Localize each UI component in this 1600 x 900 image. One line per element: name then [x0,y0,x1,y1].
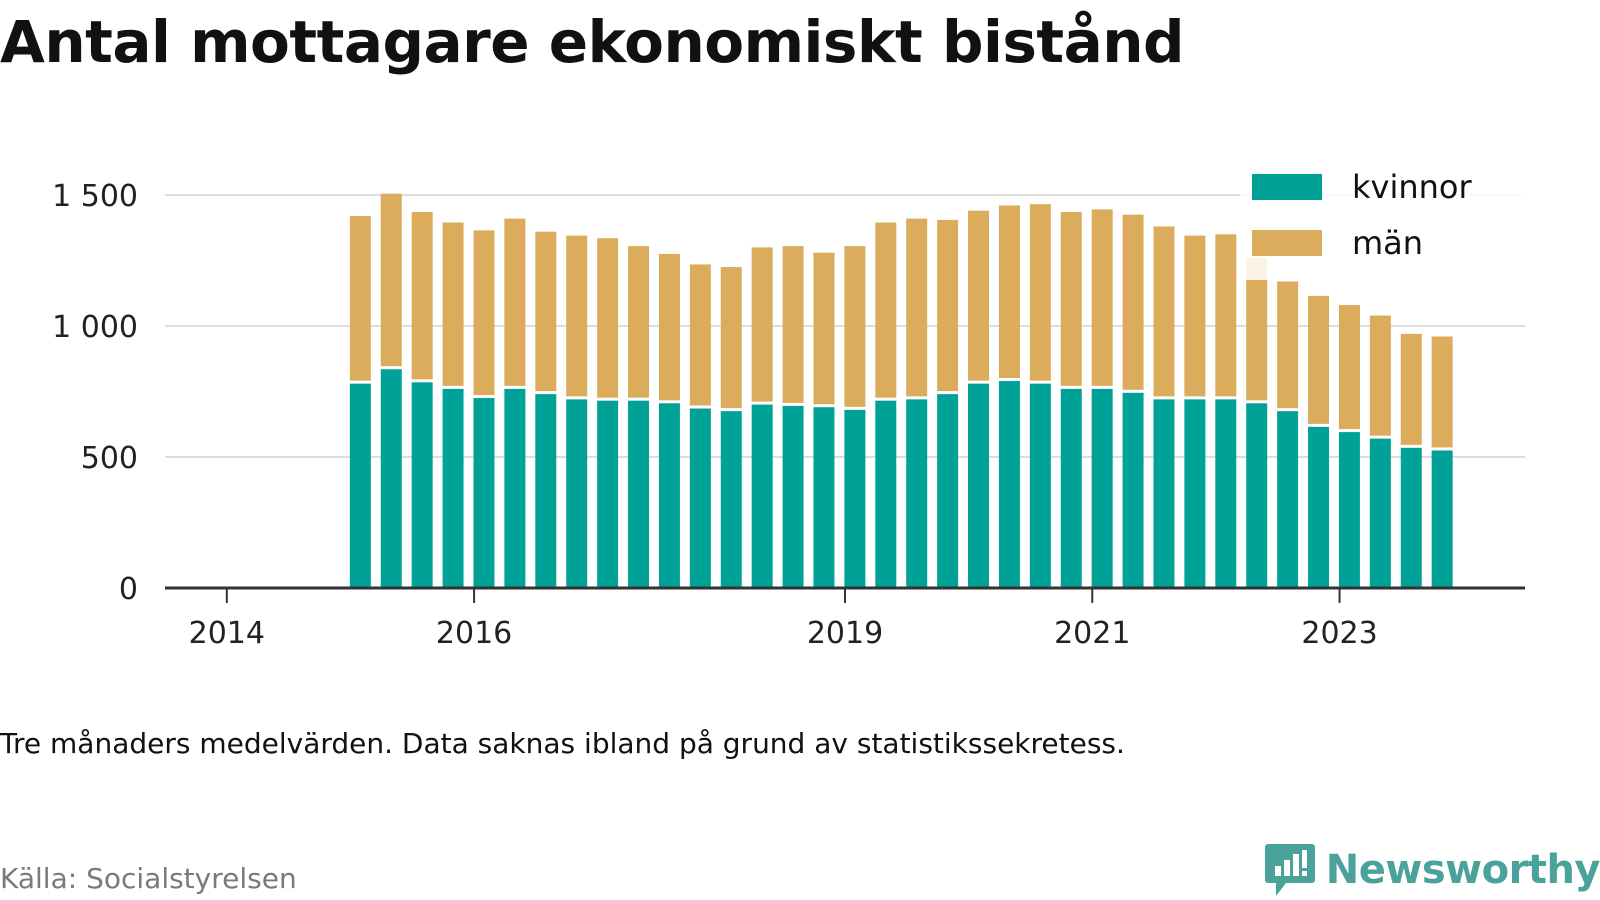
bar-kvinnor [875,400,897,588]
bar-man [1431,336,1453,448]
bar-kvinnor [1122,392,1144,588]
newsworthy-logo-icon [1264,844,1315,896]
chart-note: Tre månaders medelvärden. Data saknas ib… [0,727,1125,760]
bar-man [1184,235,1206,397]
x-tick-label: 2019 [807,616,883,651]
bar-kvinnor [813,407,835,588]
bar-kvinnor [1400,447,1422,588]
bar-man [411,212,433,380]
x-tick-label: 2021 [1054,616,1130,651]
bar-kvinnor [1246,403,1268,588]
bar-man [844,246,866,407]
bar-man [535,231,557,392]
brand-logo: Newsworthy [1264,842,1600,898]
bar-kvinnor [998,381,1020,588]
bar-man [658,253,680,401]
bar-kvinnor [473,398,495,588]
y-tick-label: 0 [119,572,138,607]
legend: kvinnor män [1240,162,1540,280]
bar-man [1246,257,1268,401]
bar-man [998,205,1020,379]
bar-kvinnor [628,400,650,588]
bar-kvinnor [1277,411,1299,588]
bar-kvinnor [597,400,619,588]
bar-man [1060,212,1082,386]
bar-kvinnor [1369,438,1391,588]
bar-kvinnor [844,409,866,588]
bar-man [380,193,402,367]
bar-kvinnor [1029,383,1051,588]
bar-kvinnor [782,405,804,588]
legend-swatch [1252,174,1322,200]
legend-label: män [1352,224,1423,262]
bar-man [1400,333,1422,445]
bar-man [782,246,804,403]
bar-man [689,264,711,406]
legend-swatch [1252,230,1322,256]
bar-man [597,238,619,398]
bar-kvinnor [380,369,402,588]
bar-kvinnor [937,394,959,588]
bar-kvinnor [1308,426,1330,588]
bar-man [1122,214,1144,390]
brand-name: Newsworthy [1325,847,1600,893]
bar-kvinnor [566,399,588,588]
bar-man [1308,295,1330,424]
chart-title: Antal mottagare ekonomiskt bistånd [0,8,1185,76]
bar-kvinnor [349,383,371,588]
bar-man [566,235,588,397]
bar-kvinnor [1153,399,1175,588]
y-tick-label: 1 000 [52,310,138,345]
y-tick-label: 1 500 [52,179,138,214]
bar-man [1338,305,1360,430]
bar-man [751,247,773,402]
bar-man [349,215,371,381]
x-tick-label: 2014 [189,616,265,651]
bar-kvinnor [906,399,928,588]
y-tick-label: 500 [81,441,138,476]
bar-man [442,222,464,386]
bar-man [1369,315,1391,436]
bar-man [813,252,835,405]
bar-kvinnor [1091,388,1113,588]
bar-kvinnor [1184,399,1206,588]
bar-kvinnor [442,388,464,588]
bar-man [968,210,990,381]
bar-kvinnor [658,403,680,588]
bar-kvinnor [1060,388,1082,588]
bar-man [504,218,526,386]
bar-kvinnor [1431,450,1453,588]
legend-label: kvinnor [1352,168,1473,206]
bar-man [906,218,928,397]
x-tick-label: 2016 [436,616,512,651]
x-tick-label: 2023 [1301,616,1377,651]
bar-man [1029,204,1051,381]
bar-kvinnor [1338,432,1360,588]
bar-man [473,230,495,396]
bar-man [1277,281,1299,409]
bar-man [628,246,650,398]
stacked-bar-chart: 0 500 1 000 1 500 2014 2016 2019 2021 2023 kvinn… [52,162,1540,651]
bar-man [1215,234,1237,397]
bar-man [937,219,959,392]
bar-man [1091,209,1113,386]
bar-kvinnor [968,383,990,588]
axes: 0 500 1 000 1 500 2014 2016 2019 2021 2023 [52,179,1525,651]
bar-man [875,222,897,398]
bar-kvinnor [720,411,742,588]
bar-kvinnor [535,394,557,588]
bar-man [720,267,742,409]
bars [349,193,1453,588]
source-credit: Källa: Socialstyrelsen [0,862,297,895]
bar-kvinnor [1215,399,1237,588]
bar-kvinnor [504,388,526,588]
bar-kvinnor [689,408,711,588]
bar-man [1153,226,1175,397]
bar-kvinnor [751,404,773,588]
bar-kvinnor [411,382,433,588]
